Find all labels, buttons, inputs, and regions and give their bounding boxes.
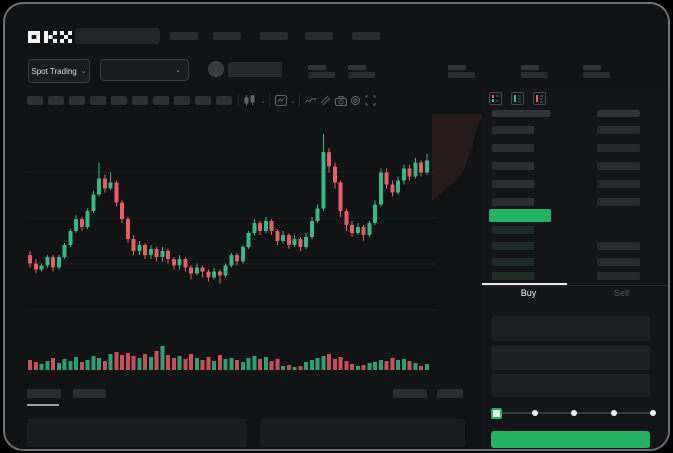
- stat-label-4: [521, 65, 539, 70]
- nav-search-placeholder[interactable]: [75, 28, 160, 44]
- bid-row-amount-2[interactable]: [597, 242, 640, 250]
- bid-row-price-4[interactable]: [492, 272, 534, 280]
- toolbar-block-6[interactable]: [132, 96, 148, 105]
- stat-value-4: [521, 72, 548, 78]
- bid-row-price-1[interactable]: [492, 226, 534, 234]
- chevron-down-icon: ⌄: [175, 66, 181, 74]
- stat-value-3: [448, 72, 475, 78]
- device-screen: Spot Trading ⌄ ⌄ ⌄ ⌄: [3, 2, 670, 451]
- stat-label-1: [308, 65, 326, 70]
- toolbar-block-10[interactable]: [216, 96, 232, 105]
- orderbook-asks-icon[interactable]: [533, 92, 546, 105]
- orders-panel: [27, 419, 247, 447]
- market-type-label: Spot Trading: [31, 66, 77, 76]
- coin-avatar: [208, 61, 224, 77]
- depth-chart[interactable]: [432, 114, 482, 336]
- ask-row-price-2[interactable]: [492, 144, 534, 152]
- market-type-dropdown[interactable]: Spot Trading ⌄: [28, 59, 90, 83]
- ask-row-amount-5[interactable]: [597, 198, 640, 206]
- history-panel: [260, 419, 465, 447]
- nav-item-4[interactable]: [305, 32, 333, 40]
- buy-submit-button[interactable]: [491, 431, 650, 448]
- stat-label-3: [448, 65, 466, 70]
- stat-value-5: [583, 72, 610, 78]
- toolbar-block-7[interactable]: [153, 96, 169, 105]
- tab-divider: [482, 285, 668, 286]
- orderbook-header-amount: [597, 110, 640, 117]
- orderbook-bids-icon[interactable]: [511, 92, 524, 105]
- bottom-active-tab-underline: [27, 404, 59, 406]
- tab-buy[interactable]: Buy: [520, 288, 537, 298]
- slider-stop-100pct[interactable]: [650, 410, 656, 416]
- stat-value-1: [308, 72, 335, 78]
- toolbar-block-4[interactable]: [90, 96, 106, 105]
- nav-item-2[interactable]: [213, 32, 241, 40]
- bottom-action-2[interactable]: [437, 389, 463, 398]
- active-tab-underline: [482, 283, 567, 285]
- toolbar-block-8[interactable]: [174, 96, 190, 105]
- slider-stop-25pct[interactable]: [531, 410, 538, 416]
- toolbar-block-2[interactable]: [48, 96, 64, 105]
- nav-item-1[interactable]: [170, 32, 198, 40]
- ask-row-price-5[interactable]: [492, 198, 534, 206]
- ask-row-amount-3[interactable]: [597, 162, 640, 170]
- stat-label-5: [583, 65, 601, 70]
- candlestick-chart[interactable]: [25, 112, 435, 374]
- nav-item-5[interactable]: [352, 32, 380, 40]
- ask-row-price-1[interactable]: [492, 126, 534, 134]
- toolbar-block-1[interactable]: [27, 96, 43, 105]
- bid-row-amount-4[interactable]: [597, 272, 640, 280]
- orderbook-combined-icon[interactable]: [489, 92, 502, 105]
- chevron-down-icon: ⌄: [80, 67, 87, 75]
- last-price-bar[interactable]: [489, 209, 551, 222]
- pair-selector-dropdown[interactable]: ⌄: [100, 59, 189, 81]
- bid-row-amount-3[interactable]: [597, 258, 640, 266]
- bottom-tab-1[interactable]: [27, 389, 61, 398]
- chevron-down-icon[interactable]: ⌄: [260, 97, 266, 105]
- stat-label-2: [348, 65, 366, 70]
- slider-stop-75pct[interactable]: [610, 410, 617, 416]
- bottom-tab-2[interactable]: [73, 389, 106, 398]
- ask-row-amount-1[interactable]: [597, 126, 640, 134]
- price-input[interactable]: [491, 316, 650, 341]
- pair-name-placeholder: [228, 62, 282, 77]
- toolbar-block-3[interactable]: [69, 96, 85, 105]
- tab-sell[interactable]: Sell: [613, 288, 629, 298]
- ask-row-amount-4[interactable]: [597, 180, 640, 188]
- bid-row-price-2[interactable]: [492, 242, 534, 250]
- orderbook-header-price: [492, 110, 550, 117]
- amount-input[interactable]: [491, 345, 650, 370]
- nav-item-3[interactable]: [260, 32, 288, 40]
- slider-stop-50pct[interactable]: [571, 410, 577, 416]
- total-input[interactable]: [491, 374, 650, 397]
- ask-row-price-3[interactable]: [492, 162, 534, 170]
- ask-row-amount-2[interactable]: [597, 144, 640, 152]
- bottom-action-1[interactable]: [393, 389, 427, 398]
- chevron-down-icon[interactable]: ⌄: [290, 97, 296, 105]
- stat-value-2: [348, 72, 375, 78]
- toolbar-block-5[interactable]: [111, 96, 127, 105]
- toolbar-block-9[interactable]: [195, 96, 211, 105]
- percent-slider-handle[interactable]: [490, 408, 502, 419]
- okx-logo: [28, 31, 72, 43]
- ask-row-price-4[interactable]: [492, 180, 534, 188]
- bid-row-price-3[interactable]: [492, 258, 534, 266]
